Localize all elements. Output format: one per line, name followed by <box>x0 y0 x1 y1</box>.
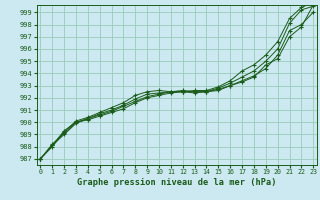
X-axis label: Graphe pression niveau de la mer (hPa): Graphe pression niveau de la mer (hPa) <box>77 178 276 187</box>
